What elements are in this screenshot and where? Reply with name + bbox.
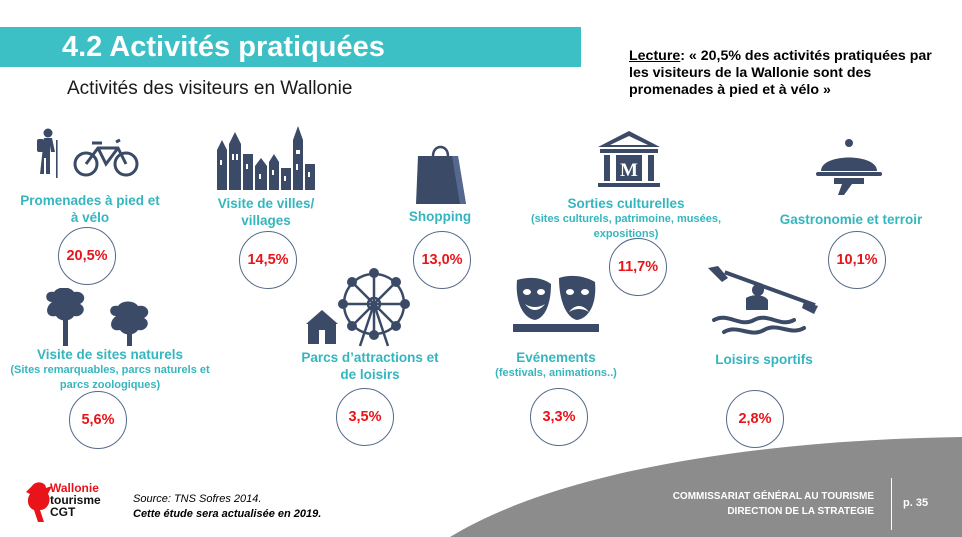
value-circle-gastronomie: 10,1%	[828, 231, 886, 289]
page-number: p. 35	[903, 497, 929, 509]
value-circle-evenements: 3,3%	[530, 388, 588, 446]
lecture-text: : « 20,5% des activités pratiquées par l…	[629, 48, 932, 98]
activity-label-sites-naturels: Visite de sites naturels (Sites remarqua…	[10, 347, 210, 391]
lecture-note: Lecture: « 20,5% des activités pratiquée…	[629, 48, 949, 99]
logo-line-3: CGT	[50, 505, 76, 519]
value-circle-sites-naturels: 5,6%	[69, 391, 127, 449]
theatre-masks-icon	[513, 275, 599, 332]
kayak-icon	[708, 266, 818, 335]
logo-line-1: Wallonie	[50, 481, 99, 495]
source-line-2: Cette étude sera actualisée en 2019.	[133, 508, 322, 520]
cloche-icon	[816, 139, 882, 195]
rooster-logo-icon	[26, 482, 52, 522]
lecture-label: Lecture	[629, 48, 681, 64]
activity-sub-sorties: (sites culturels, patrimoine, musées, ex…	[530, 213, 722, 240]
title-bar	[0, 27, 581, 67]
wallonie-tourisme-logo: Wallonie tourisme CGT	[24, 480, 114, 524]
activity-label-loisirs: Loisirs sportifs	[715, 352, 813, 367]
activity-label-sorties: Sorties culturelles (sites culturels, pa…	[516, 195, 736, 242]
value-circle-parcs: 3,5%	[336, 388, 394, 446]
page-subtitle: Activités des visiteurs en Wallonie	[67, 78, 353, 99]
ferris-wheel-icon	[306, 268, 410, 347]
activity-label-villes: Visite de villes/ villages	[217, 196, 315, 228]
trees-icon	[46, 288, 149, 346]
city-icon	[217, 126, 315, 190]
activity-label-shopping: Shopping	[408, 209, 472, 224]
footer-line-1: COMMISSARIAT GÉNÉRAL AU TOURISME	[672, 491, 874, 502]
page-title: 4.2 Activités pratiquées	[62, 31, 385, 63]
value-circle-villes: 14,5%	[239, 231, 297, 289]
svg-text:M: M	[620, 160, 638, 181]
value-circle-loisirs: 2,8%	[726, 390, 784, 448]
logo-line-2: tourisme	[50, 493, 101, 507]
shopping-bag-icon	[416, 145, 466, 204]
value-circle-shopping: 13,0%	[413, 231, 471, 289]
source-line-1: Source: TNS Sofres 2014.	[133, 493, 262, 505]
activity-label-parcs: Parcs d’attractions et de loisirs	[301, 350, 439, 382]
hiker-bike-icon	[37, 128, 139, 178]
activity-label-gastronomie: Gastronomie et terroir	[779, 212, 923, 227]
value-circle-promenades: 20,5%	[58, 227, 116, 285]
value-circle-sorties: 11,7%	[609, 238, 667, 296]
museum-icon: M	[598, 131, 660, 187]
activity-sub-evenements: (festivals, animations..)	[495, 367, 617, 379]
footer-line-2: DIRECTION DE LA STRATEGIE	[727, 506, 874, 517]
activity-sub-sites-naturels: (Sites remarquables, parcs naturels et p…	[10, 364, 210, 391]
activity-label-promenades: Promenades à pied et à vélo	[20, 193, 160, 225]
source-note: Source: TNS Sofres 2014. Cette étude ser…	[133, 492, 321, 522]
activity-label-evenements: Evénements (festivals, animations..)	[478, 349, 634, 381]
footer-organisation: COMMISSARIAT GÉNÉRAL AU TOURISME DIRECTI…	[640, 489, 874, 519]
footer-divider	[891, 478, 892, 530]
